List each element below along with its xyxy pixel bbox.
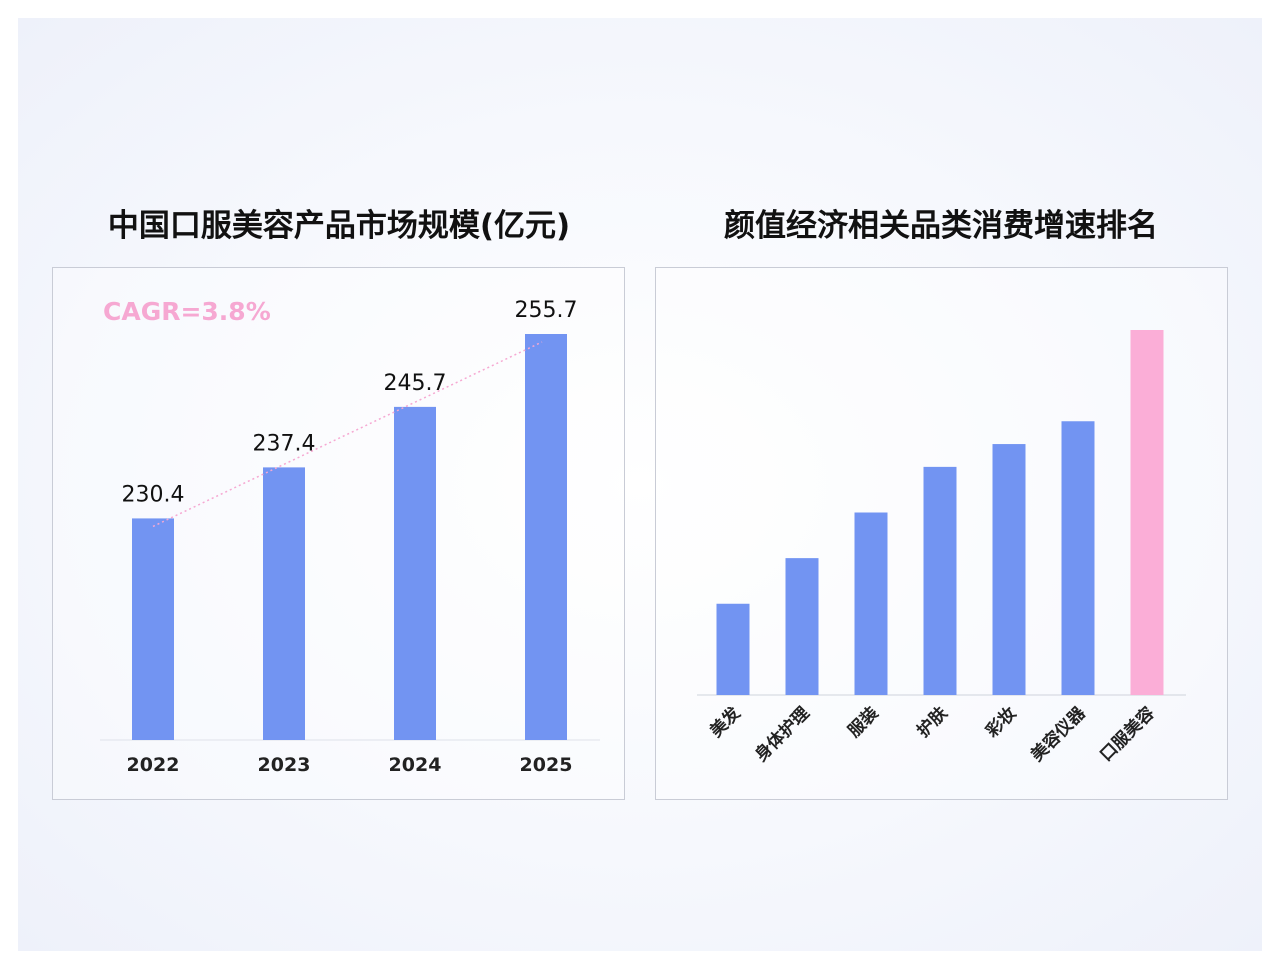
chart-title-market-size: 中国口服美容产品市场规模(亿元) [107, 208, 571, 244]
x-tick-彩妆: 彩妆 [981, 703, 1021, 743]
x-tick-美容仪器: 美容仪器 [1027, 702, 1091, 766]
bar-2022 [132, 518, 174, 740]
bar-2023 [263, 467, 305, 740]
background [18, 18, 1262, 951]
chart-title-growth-ranking: 颜值经济相关品类消费增速排名 [724, 208, 1158, 244]
value-label-2022: 230.4 [122, 482, 185, 507]
value-label-2025: 255.7 [515, 298, 578, 323]
x-tick-口服美容: 口服美容 [1096, 703, 1159, 766]
bar-彩妆 [992, 444, 1026, 695]
bar-美容仪器 [1061, 421, 1095, 695]
bar-服装 [854, 512, 888, 695]
bar-口服美容 [1130, 330, 1164, 695]
bar-2025 [525, 334, 567, 740]
bar-身体护理 [785, 558, 819, 695]
x-tick-2025: 2025 [520, 754, 573, 776]
x-tick-2024: 2024 [389, 754, 442, 776]
x-tick-2023: 2023 [258, 754, 311, 776]
cagr-annotation: CAGR=3.8% [103, 297, 271, 326]
x-tick-护肤: 护肤 [913, 702, 953, 742]
x-tick-身体护理: 身体护理 [751, 703, 814, 766]
value-label-2023: 237.4 [253, 431, 316, 456]
bar-美发 [716, 603, 750, 695]
x-tick-服装: 服装 [844, 703, 883, 742]
growth-ranking-chart: 美发 身体护理 服装 护肤 彩妆 美容仪器 口服美容 [697, 330, 1186, 766]
bar-2024 [394, 406, 436, 740]
value-label-2024: 245.7 [384, 371, 447, 396]
x-tick-2022: 2022 [127, 754, 180, 776]
bar-护肤 [923, 466, 957, 695]
cagr-trend-line [152, 341, 543, 528]
x-tick-美发: 美发 [706, 702, 746, 742]
market-size-chart: 230.4 2022 237.4 2023 245.7 2024 255.7 2025 CAGR… [100, 297, 600, 776]
